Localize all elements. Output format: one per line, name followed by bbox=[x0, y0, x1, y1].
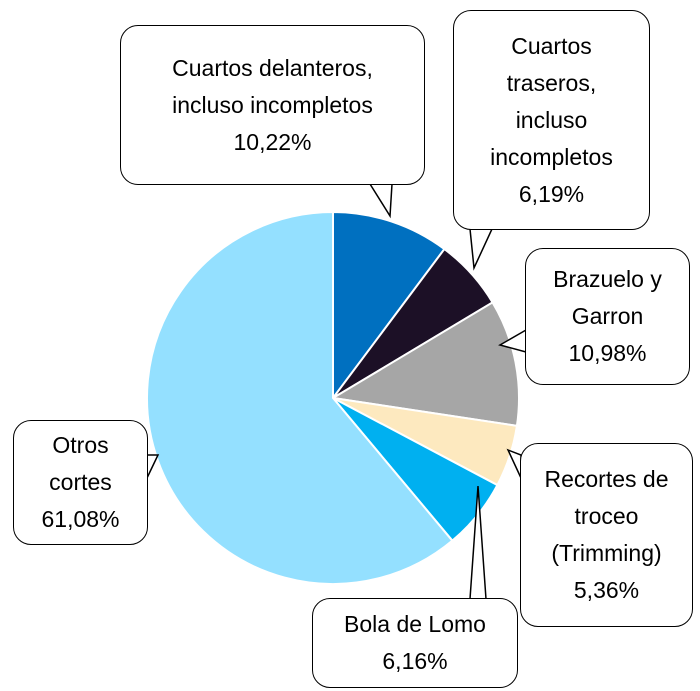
callout: Bola de Lomo 6,16% bbox=[312, 598, 518, 688]
pie-slice bbox=[332, 210, 446, 402]
slice-label: Bola de Lomo bbox=[344, 611, 486, 637]
slice-label: Recortes de troceo (Trimming) bbox=[544, 466, 669, 566]
slice-label: Otros cortes bbox=[49, 432, 112, 495]
value-label: 10,98% bbox=[568, 340, 647, 366]
callout: Brazuelo y Garron 10,98% bbox=[525, 248, 690, 385]
value-label: 5,36% bbox=[573, 577, 640, 603]
slice-label: Brazuelo y Garron bbox=[553, 266, 662, 329]
slice-label: Cuartos delanteros, incluso incompletos bbox=[172, 54, 373, 118]
value-label: 10,22% bbox=[233, 128, 312, 155]
pie-slice bbox=[330, 301, 520, 427]
callout-tail bbox=[469, 228, 494, 271]
value-label: 61,08% bbox=[41, 506, 120, 532]
callout-tail bbox=[146, 454, 160, 479]
value-label: 6,19% bbox=[518, 180, 585, 207]
value-label: 6,16% bbox=[382, 648, 448, 674]
callout: Cuartos traseros, incluso incompletos 6,1… bbox=[453, 10, 650, 230]
callout-tail bbox=[368, 183, 393, 219]
callout: Recortes de troceo (Trimming) 5,36% bbox=[520, 443, 693, 627]
pie-slice bbox=[146, 210, 454, 585]
callout: Otros cortes 61,08% bbox=[13, 420, 148, 545]
slice-label: Cuartos traseros, incluso incompletos bbox=[490, 32, 613, 170]
callout: Cuartos delanteros, incluso incompletos 1… bbox=[120, 25, 425, 185]
